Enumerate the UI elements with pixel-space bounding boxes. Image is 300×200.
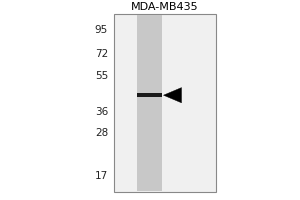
- Text: 95: 95: [95, 25, 108, 35]
- Text: 55: 55: [95, 71, 108, 81]
- Bar: [136, 15, 162, 191]
- Bar: [114, 14, 216, 192]
- Text: 17: 17: [95, 171, 108, 181]
- Text: 72: 72: [95, 49, 108, 59]
- Text: MDA-MB435: MDA-MB435: [131, 2, 199, 12]
- Bar: [136, 93, 162, 97]
- Text: 36: 36: [95, 107, 108, 117]
- Text: 28: 28: [95, 128, 108, 138]
- Polygon shape: [164, 88, 181, 103]
